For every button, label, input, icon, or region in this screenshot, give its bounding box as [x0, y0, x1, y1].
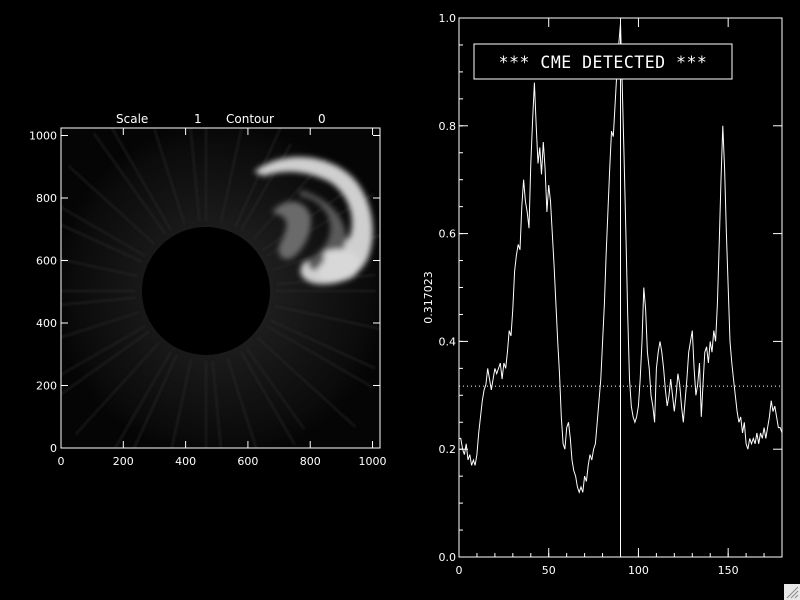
y-tick-label: 0.2	[439, 443, 457, 456]
profile-panel: 0 50 100 150 0.0 0.2 0.4 0.6 0.8 1.0 0.317023 ***…	[422, 12, 783, 577]
x-tick-label: 800	[300, 455, 321, 468]
y-tick-label: 600	[36, 255, 57, 268]
occulter-disk	[142, 227, 270, 355]
image-axes: 0 200 400 600 800 1000 0 200 400 600 800 1000	[29, 128, 387, 468]
cme-feature	[254, 157, 373, 285]
cme-alert-text: *** CME DETECTED ***	[499, 53, 708, 72]
scale-value: 1	[194, 112, 202, 126]
scale-label: Scale	[116, 112, 148, 126]
profile-axes: 0 50 100 150 0.0 0.2 0.4 0.6 0.8 1.0	[439, 12, 783, 577]
y-tick-label: 0	[50, 442, 57, 455]
x-tick-label: 200	[113, 455, 134, 468]
x-tick-label: 0	[456, 564, 463, 577]
x-tick-label: 100	[628, 564, 649, 577]
x-tick-label: 600	[237, 455, 258, 468]
y-tick-label: 0.0	[439, 551, 457, 564]
x-tick-label: 400	[175, 455, 196, 468]
y-axis-label: 0.317023	[422, 271, 435, 324]
resize-grip-icon[interactable]	[784, 584, 800, 600]
contour-label: Contour	[226, 112, 274, 126]
y-tick-label: 1000	[29, 130, 57, 143]
y-tick-label: 0.4	[439, 335, 457, 348]
y-tick-label: 0.6	[439, 228, 457, 241]
y-tick-label: 800	[36, 192, 57, 205]
y-tick-label: 0.8	[439, 120, 457, 133]
profile-series-line	[459, 23, 783, 494]
x-tick-label: 1000	[359, 455, 387, 468]
image-frame	[60, 127, 381, 449]
y-tick-label: 1.0	[439, 12, 457, 25]
cme-alert-banner: *** CME DETECTED ***	[473, 43, 733, 80]
contour-value: 0	[318, 112, 326, 126]
x-tick-label: 50	[542, 564, 556, 577]
y-tick-label: 400	[36, 317, 57, 330]
x-tick-label: 0	[58, 455, 65, 468]
x-tick-label: 150	[718, 564, 739, 577]
solar-image	[61, 128, 380, 448]
coronagraph-panel: Scale 1 Contour 0 0 200 400 600 800 1000 0 200 4…	[29, 112, 387, 468]
y-tick-label: 200	[36, 380, 57, 393]
